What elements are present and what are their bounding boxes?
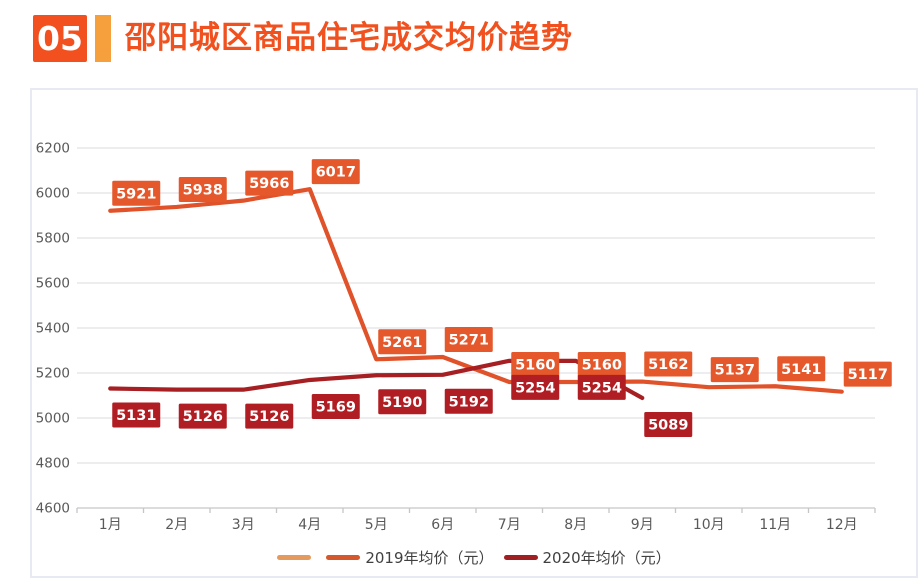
data-label: 5160 [582, 358, 622, 374]
data-label-box [378, 389, 427, 415]
y-axis-tick-label: 4600 [36, 501, 70, 517]
data-label: 5169 [316, 399, 356, 415]
data-label: 5254 [582, 380, 622, 396]
legend-label-2019: 2019年均价（元） [365, 549, 494, 567]
data-label: 5126 [249, 409, 289, 425]
data-label: 5162 [648, 357, 688, 373]
series-line [108, 358, 645, 401]
x-axis-tick-label: 2月 [165, 517, 188, 533]
data-label-box [245, 170, 294, 196]
data-label: 5137 [715, 363, 755, 379]
data-label-box [112, 402, 161, 428]
data-label: 5192 [449, 394, 489, 410]
data-label: 5921 [116, 186, 156, 202]
legend-label-2020: 2020年均价（元） [542, 549, 671, 567]
chart-legend: 2019年均价（元） 2020年均价（元） [32, 547, 916, 568]
y-axis-tick-label: 5800 [36, 231, 70, 247]
legend-item-2020: 2020年均价（元） [503, 547, 671, 568]
data-label: 5141 [781, 362, 821, 378]
page-header: 05 邵阳城区商品住宅成交均价趋势 [0, 0, 923, 80]
data-label: 5131 [116, 408, 156, 424]
data-label-box [843, 361, 892, 387]
data-label-box [444, 388, 493, 414]
x-axis-tick-label: 1月 [99, 517, 122, 533]
data-label-box [511, 374, 560, 400]
data-label-box [644, 411, 693, 437]
x-axis-tick-label: 4月 [298, 517, 321, 533]
data-label-box [644, 351, 693, 377]
data-label-box [444, 327, 493, 353]
y-axis-tick-label: 5600 [36, 276, 70, 292]
data-label: 5117 [848, 367, 888, 383]
data-label-box [311, 393, 360, 419]
x-axis-tick-label: 3月 [232, 517, 255, 533]
legend-swatch-2019-icon [326, 555, 361, 560]
data-label-box [577, 374, 626, 400]
x-axis-tick-label: 9月 [631, 517, 654, 533]
section-number-badge: 05 [33, 15, 87, 62]
y-axis-tick-label: 4800 [36, 456, 70, 472]
data-label-box [245, 403, 294, 429]
data-label-box [311, 159, 360, 185]
y-axis-tick-label: 5000 [36, 411, 70, 427]
y-axis-tick-label: 6200 [36, 141, 70, 157]
data-label-box [511, 352, 560, 377]
data-label-box [112, 180, 161, 206]
legend-item-2019: 2019年均价（元） [326, 547, 494, 568]
legend-item-extra [277, 555, 316, 560]
y-axis-tick-label: 5200 [36, 366, 70, 382]
x-axis-tick-label: 6月 [431, 517, 454, 533]
legend-swatch-extra-icon [277, 555, 312, 560]
data-label-box [378, 329, 427, 355]
y-axis-tick-label: 5400 [36, 321, 70, 337]
data-label: 6017 [316, 165, 356, 181]
data-label: 5089 [648, 417, 688, 433]
x-axis-tick-label: 11月 [759, 517, 791, 533]
data-label: 5160 [515, 358, 555, 374]
data-label: 5938 [183, 182, 223, 198]
data-label: 5966 [249, 176, 289, 192]
data-label-box [577, 352, 626, 377]
data-label-box [777, 356, 826, 382]
y-axis-tick-label: 6000 [36, 186, 70, 202]
data-label: 5190 [382, 395, 422, 411]
x-axis-tick-label: 5月 [365, 517, 388, 533]
data-label-box [710, 357, 759, 383]
data-label-box [178, 176, 227, 202]
chart-card: 4600 4800 5000 5200 5400 5600 5800 6000 6200 1月 2月… [30, 88, 918, 578]
x-axis-tick-label: 10月 [693, 517, 725, 533]
x-axis-tick-label: 8月 [564, 517, 587, 533]
data-label: 5261 [382, 335, 422, 351]
accent-bar [95, 15, 111, 62]
legend-swatch-2020-icon [503, 555, 538, 560]
data-label-box [178, 403, 227, 429]
page-title: 邵阳城区商品住宅成交均价趋势 [125, 20, 573, 56]
x-axis-tick-label: 7月 [498, 517, 521, 533]
data-label: 5254 [515, 380, 555, 396]
price-trend-chart: 4600 4800 5000 5200 5400 5600 5800 6000 6200 1月 2月… [36, 141, 892, 533]
x-axis-tick-label: 12月 [826, 517, 858, 533]
data-label: 5271 [449, 333, 489, 349]
data-label: 5126 [183, 409, 223, 425]
